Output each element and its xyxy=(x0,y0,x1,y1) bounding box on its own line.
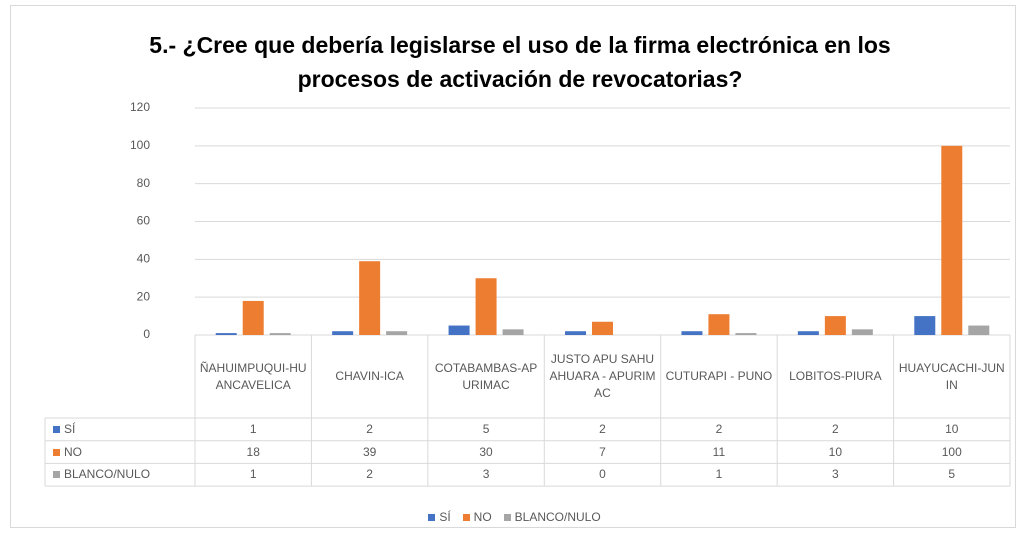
bar xyxy=(502,329,524,335)
bar xyxy=(242,300,264,335)
legend-key xyxy=(53,471,60,479)
legend: SÍ NO BLANCO/NULO xyxy=(0,510,1029,524)
legend-key xyxy=(503,513,511,521)
table-value: 0 xyxy=(599,467,606,482)
bar xyxy=(332,331,354,335)
chart-frame xyxy=(10,5,1016,528)
table-value: 5 xyxy=(482,421,490,436)
legend-item: SÍ xyxy=(428,510,451,524)
x-tick-label: CHAVIN-ICA xyxy=(335,369,404,383)
table-value: 11 xyxy=(712,444,726,459)
bar xyxy=(797,331,819,335)
bar xyxy=(824,316,846,335)
series-name: SÍ xyxy=(64,421,76,436)
bar xyxy=(592,321,613,335)
table-value: 3 xyxy=(482,467,490,482)
y-tick-label: 100 xyxy=(130,138,150,152)
y-tick-label: 60 xyxy=(137,214,151,228)
legend-label: BLANCO/NULO xyxy=(514,510,601,524)
legend-label: SÍ xyxy=(439,510,451,524)
series-name: BLANCO/NULO xyxy=(64,467,151,482)
y-tick-label: 80 xyxy=(137,176,151,190)
legend-key xyxy=(53,425,60,433)
x-tick-label: CUTURAPI - PUNO xyxy=(665,369,773,383)
bar xyxy=(269,333,291,335)
table-value: 1 xyxy=(249,467,257,482)
table-value: 2 xyxy=(715,421,723,436)
bar xyxy=(968,325,990,335)
table-value: 30 xyxy=(479,444,493,459)
x-tick-label: COTABAMBAS-APURIMAC xyxy=(434,360,538,392)
table-value: 2 xyxy=(366,467,373,482)
y-tick-label: 20 xyxy=(137,289,151,303)
table-value: 1 xyxy=(715,467,723,482)
bar xyxy=(708,314,730,335)
y-tick-label: 0 xyxy=(143,327,150,341)
table-value: 5 xyxy=(948,467,956,482)
y-tick-label: 120 xyxy=(130,100,150,114)
y-tick-label: 40 xyxy=(137,252,151,266)
bar xyxy=(914,316,936,335)
bar xyxy=(475,278,497,335)
table-row-header: BLANCO/NULO xyxy=(45,463,195,486)
table-value: 2 xyxy=(366,421,373,436)
table-value: 3 xyxy=(832,467,839,482)
legend-key xyxy=(53,448,60,456)
legend-label: NO xyxy=(473,510,492,524)
x-tick-label: LOBITOS-PIURA xyxy=(789,369,882,383)
x-tick-label: HUAYUCACHI-JUNIN xyxy=(898,360,1005,392)
table-value: 18 xyxy=(246,444,260,459)
x-tick-label: JUSTO APU SAHUAHUARA - APURIMAC xyxy=(549,352,656,400)
table-row-header: SÍ xyxy=(45,418,195,441)
table-value: 10 xyxy=(945,421,959,436)
bar xyxy=(735,333,757,335)
bar xyxy=(681,331,703,335)
legend-key xyxy=(428,513,436,521)
chart-title: 5.- ¿Cree que debería legislarse el uso … xyxy=(149,32,891,92)
bar xyxy=(851,329,873,335)
legend-item: NO xyxy=(462,510,492,524)
bar xyxy=(448,325,470,335)
table-value: 100 xyxy=(941,444,962,459)
series-name: NO xyxy=(64,444,82,459)
x-tick-label: ÑAHUIMPUQUI-HUANCAVELICA xyxy=(199,360,307,392)
bar xyxy=(565,331,586,335)
table-value: 2 xyxy=(599,421,606,436)
table-value: 10 xyxy=(828,444,843,459)
table-value: 2 xyxy=(832,421,839,436)
bar xyxy=(359,261,381,335)
legend-item: BLANCO/NULO xyxy=(503,510,601,524)
bar xyxy=(941,145,963,335)
bar xyxy=(386,331,408,335)
table-value: 39 xyxy=(362,444,377,459)
legend-key xyxy=(462,513,470,521)
table-value: 7 xyxy=(599,444,606,459)
table-value: 1 xyxy=(249,421,257,436)
table-row-header: NO xyxy=(45,441,195,464)
bar xyxy=(215,333,237,335)
